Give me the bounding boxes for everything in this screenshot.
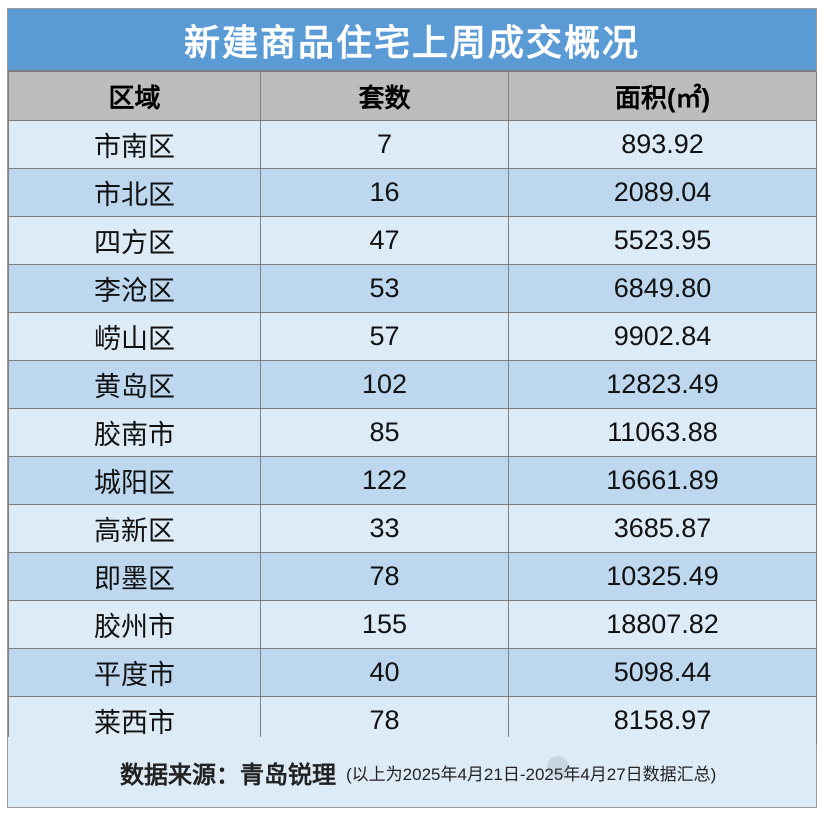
district-cell: 胶南市: [8, 408, 261, 457]
sales-table: 区域 套数 面积(㎡) 市南区 7 893.92 市北区 16 2089.04 …: [8, 71, 817, 745]
units-cell: 57: [260, 312, 509, 361]
district-cell: 即墨区: [8, 552, 261, 601]
district-cell: 黄岛区: [8, 360, 261, 409]
units-cell: 78: [260, 696, 509, 745]
district-cell: 李沧区: [8, 264, 261, 313]
table-row: 高新区 33 3685.87: [8, 504, 817, 553]
units-cell: 155: [260, 600, 509, 649]
units-cell: 16: [260, 168, 509, 217]
header-district: 区域: [8, 71, 261, 121]
table-row: 胶南市 85 11063.88: [8, 408, 817, 457]
area-cell: 10325.49: [508, 552, 817, 601]
district-cell: 市南区: [8, 120, 261, 169]
units-cell: 85: [260, 408, 509, 457]
table-row: 四方区 47 5523.95: [8, 216, 817, 265]
table-row: 平度市 40 5098.44: [8, 648, 817, 697]
district-cell: 平度市: [8, 648, 261, 697]
table-row: 城阳区 122 16661.89: [8, 456, 817, 505]
table-row: 市北区 16 2089.04: [8, 168, 817, 217]
units-cell: 53: [260, 264, 509, 313]
area-cell: 9902.84: [508, 312, 817, 361]
district-cell: 市北区: [8, 168, 261, 217]
units-cell: 78: [260, 552, 509, 601]
table-row: 黄岛区 102 12823.49: [8, 360, 817, 409]
table-row: 崂山区 57 9902.84: [8, 312, 817, 361]
units-cell: 7: [260, 120, 509, 169]
district-cell: 高新区: [8, 504, 261, 553]
units-cell: 33: [260, 504, 509, 553]
watermark-logo-icon: [547, 756, 569, 778]
header-row: 区域 套数 面积(㎡): [8, 71, 817, 121]
source-label: 数据来源：青岛锐理: [120, 761, 336, 789]
district-cell: 城阳区: [8, 456, 261, 505]
table-row: 市南区 7 893.92: [8, 120, 817, 169]
area-cell: 5098.44: [508, 648, 817, 697]
district-cell: 胶州市: [8, 600, 261, 649]
header-area: 面积(㎡): [508, 71, 817, 121]
watermark: [547, 754, 797, 780]
units-cell: 40: [260, 648, 509, 697]
units-cell: 102: [260, 360, 509, 409]
units-cell: 122: [260, 456, 509, 505]
area-cell: 893.92: [508, 120, 817, 169]
area-cell: 18807.82: [508, 600, 817, 649]
district-cell: 莱西市: [8, 696, 261, 745]
district-cell: 四方区: [8, 216, 261, 265]
table-title: 新建商品住宅上周成交概况: [8, 9, 816, 71]
district-cell: 崂山区: [8, 312, 261, 361]
header-units: 套数: [260, 71, 509, 121]
area-cell: 6849.80: [508, 264, 817, 313]
table-row: 莱西市 78 8158.97: [8, 696, 817, 745]
table-row: 即墨区 78 10325.49: [8, 552, 817, 601]
table-row: 李沧区 53 6849.80: [8, 264, 817, 313]
units-cell: 47: [260, 216, 509, 265]
area-cell: 3685.87: [508, 504, 817, 553]
area-cell: 5523.95: [508, 216, 817, 265]
area-cell: 12823.49: [508, 360, 817, 409]
area-cell: 16661.89: [508, 456, 817, 505]
source-footer: 数据来源：青岛锐理 (以上为2025年4月21日-2025年4月27日数据汇总): [8, 737, 816, 807]
area-cell: 2089.04: [508, 168, 817, 217]
date-range-note: (以上为2025年4月21日-2025年4月27日数据汇总): [346, 764, 717, 784]
table-frame: 新建商品住宅上周成交概况 区域 套数 面积(㎡) 市南区 7 893.92 市北…: [7, 8, 817, 808]
area-cell: 11063.88: [508, 408, 817, 457]
table-row: 胶州市 155 18807.82: [8, 600, 817, 649]
